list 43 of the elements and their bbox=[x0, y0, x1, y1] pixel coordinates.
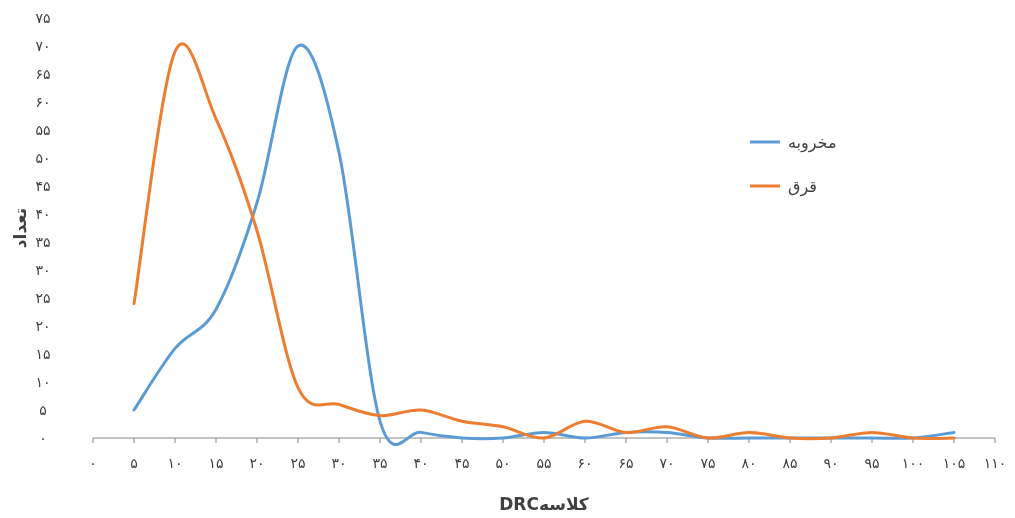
y-tick-label: ۷۵ bbox=[35, 10, 51, 26]
x-axis-title: کلاسهDRC bbox=[499, 494, 589, 514]
x-tick-label: ۹۰ bbox=[823, 455, 839, 471]
x-tick-label: ۱۵ bbox=[208, 455, 224, 471]
y-tick-label: ۳۵ bbox=[35, 234, 51, 250]
y-tick-label: ۷۰ bbox=[35, 38, 51, 54]
y-tick-label: ۱۰ bbox=[35, 374, 51, 390]
y-tick-label: ۴۰ bbox=[35, 206, 51, 222]
x-tick-label: ۲۰ bbox=[249, 455, 265, 471]
x-tick-label: ۶۵ bbox=[618, 455, 634, 471]
y-tick-label: ۶۵ bbox=[35, 66, 51, 82]
x-tick-label: ۱۰۰ bbox=[901, 455, 925, 471]
x-tick-label: ۸۵ bbox=[782, 455, 798, 471]
x-tick-label: ۳۵ bbox=[372, 455, 388, 471]
y-tick-label: ۵۵ bbox=[35, 122, 51, 138]
x-tick-label: ۵ bbox=[130, 455, 138, 471]
x-tick-label: ۱۰۵ bbox=[942, 455, 966, 471]
x-tick-label: ۴۰ bbox=[413, 455, 429, 471]
legend-label: مخروبه bbox=[788, 133, 837, 153]
y-tick-label: ۲۵ bbox=[35, 290, 51, 306]
x-tick-label: ۹۵ bbox=[864, 455, 880, 471]
x-tick-label: ۰ bbox=[89, 455, 97, 471]
y-tick-label: ۴۵ bbox=[35, 178, 51, 194]
y-tick-label: ۵ bbox=[39, 402, 47, 418]
y-tick-label: ۵۰ bbox=[35, 150, 51, 166]
x-tick-label: ۷۵ bbox=[700, 455, 716, 471]
y-axis-title: تعداد bbox=[10, 207, 30, 249]
x-tick-label: ۶۰ bbox=[577, 455, 593, 471]
x-tick-label: ۵۰ bbox=[495, 455, 511, 471]
y-tick-label: ۱۵ bbox=[35, 346, 51, 362]
x-tick-label: ۴۵ bbox=[454, 455, 470, 471]
x-tick-label: ۸۰ bbox=[741, 455, 757, 471]
y-tick-label: ۰ bbox=[39, 430, 47, 446]
y-tick-label: ۳۰ bbox=[35, 262, 51, 278]
x-tick-label: ۵۵ bbox=[536, 455, 552, 471]
legend-label: قرق bbox=[788, 177, 817, 197]
y-tick-label: ۶۰ bbox=[35, 94, 51, 110]
x-tick-label: ۳۰ bbox=[331, 455, 347, 471]
y-tick-label: ۲۰ bbox=[35, 318, 51, 334]
x-tick-label: ۱۱۰ bbox=[983, 455, 1007, 471]
x-tick-label: ۱۰ bbox=[167, 455, 183, 471]
x-tick-label: ۲۵ bbox=[290, 455, 306, 471]
x-tick-label: ۷۰ bbox=[659, 455, 675, 471]
